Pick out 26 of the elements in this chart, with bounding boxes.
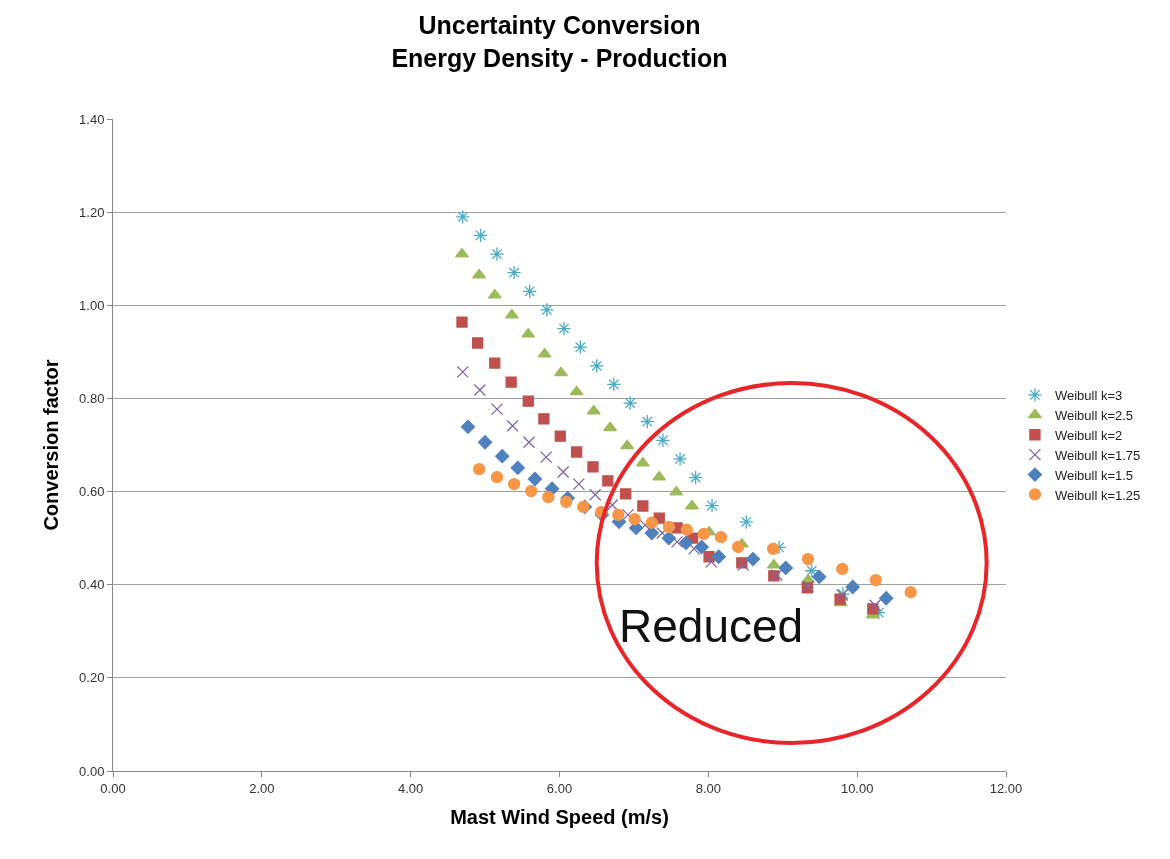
chart-subtitle: Energy Density - Production — [391, 43, 728, 72]
y-tick-label: 1.00 — [79, 297, 105, 313]
x-tick-label: 8.00 — [695, 780, 721, 796]
chart-title: Uncertainty Conversion — [418, 11, 701, 40]
legend-label: Weibull k=3 — [1054, 388, 1123, 404]
x-tick-label: 0.00 — [100, 780, 126, 796]
y-tick-label: 1.20 — [79, 204, 105, 220]
y-tick-label: 0.40 — [79, 577, 105, 593]
legend-label: Weibull k=2.5 — [1054, 407, 1134, 423]
x-axis-title: Mast Wind Speed (m/s) — [450, 806, 669, 829]
x-tick-label: 10.00 — [840, 780, 874, 796]
y-axis-title: Conversion factor — [39, 359, 62, 531]
y-tick-label: 0.60 — [79, 484, 105, 500]
y-tick-label: 0.20 — [79, 670, 105, 686]
legend-label: Weibull k=1.5 — [1054, 467, 1134, 483]
x-tick-label: 2.00 — [249, 780, 275, 796]
legend-label: Weibull k=2 — [1054, 427, 1123, 443]
y-tick-label: 1.40 — [79, 111, 105, 127]
x-tick-label: 12.00 — [989, 780, 1023, 796]
x-tick-label: 6.00 — [546, 780, 573, 796]
y-tick-label: 0.80 — [79, 390, 105, 406]
legend-label: Weibull k=1.25 — [1054, 487, 1141, 503]
x-tick-label: 4.00 — [398, 780, 424, 796]
annotation: Reduced — [619, 600, 804, 652]
y-tick-label: 0.00 — [79, 763, 105, 779]
legend-label: Weibull k=1.75 — [1054, 447, 1141, 463]
